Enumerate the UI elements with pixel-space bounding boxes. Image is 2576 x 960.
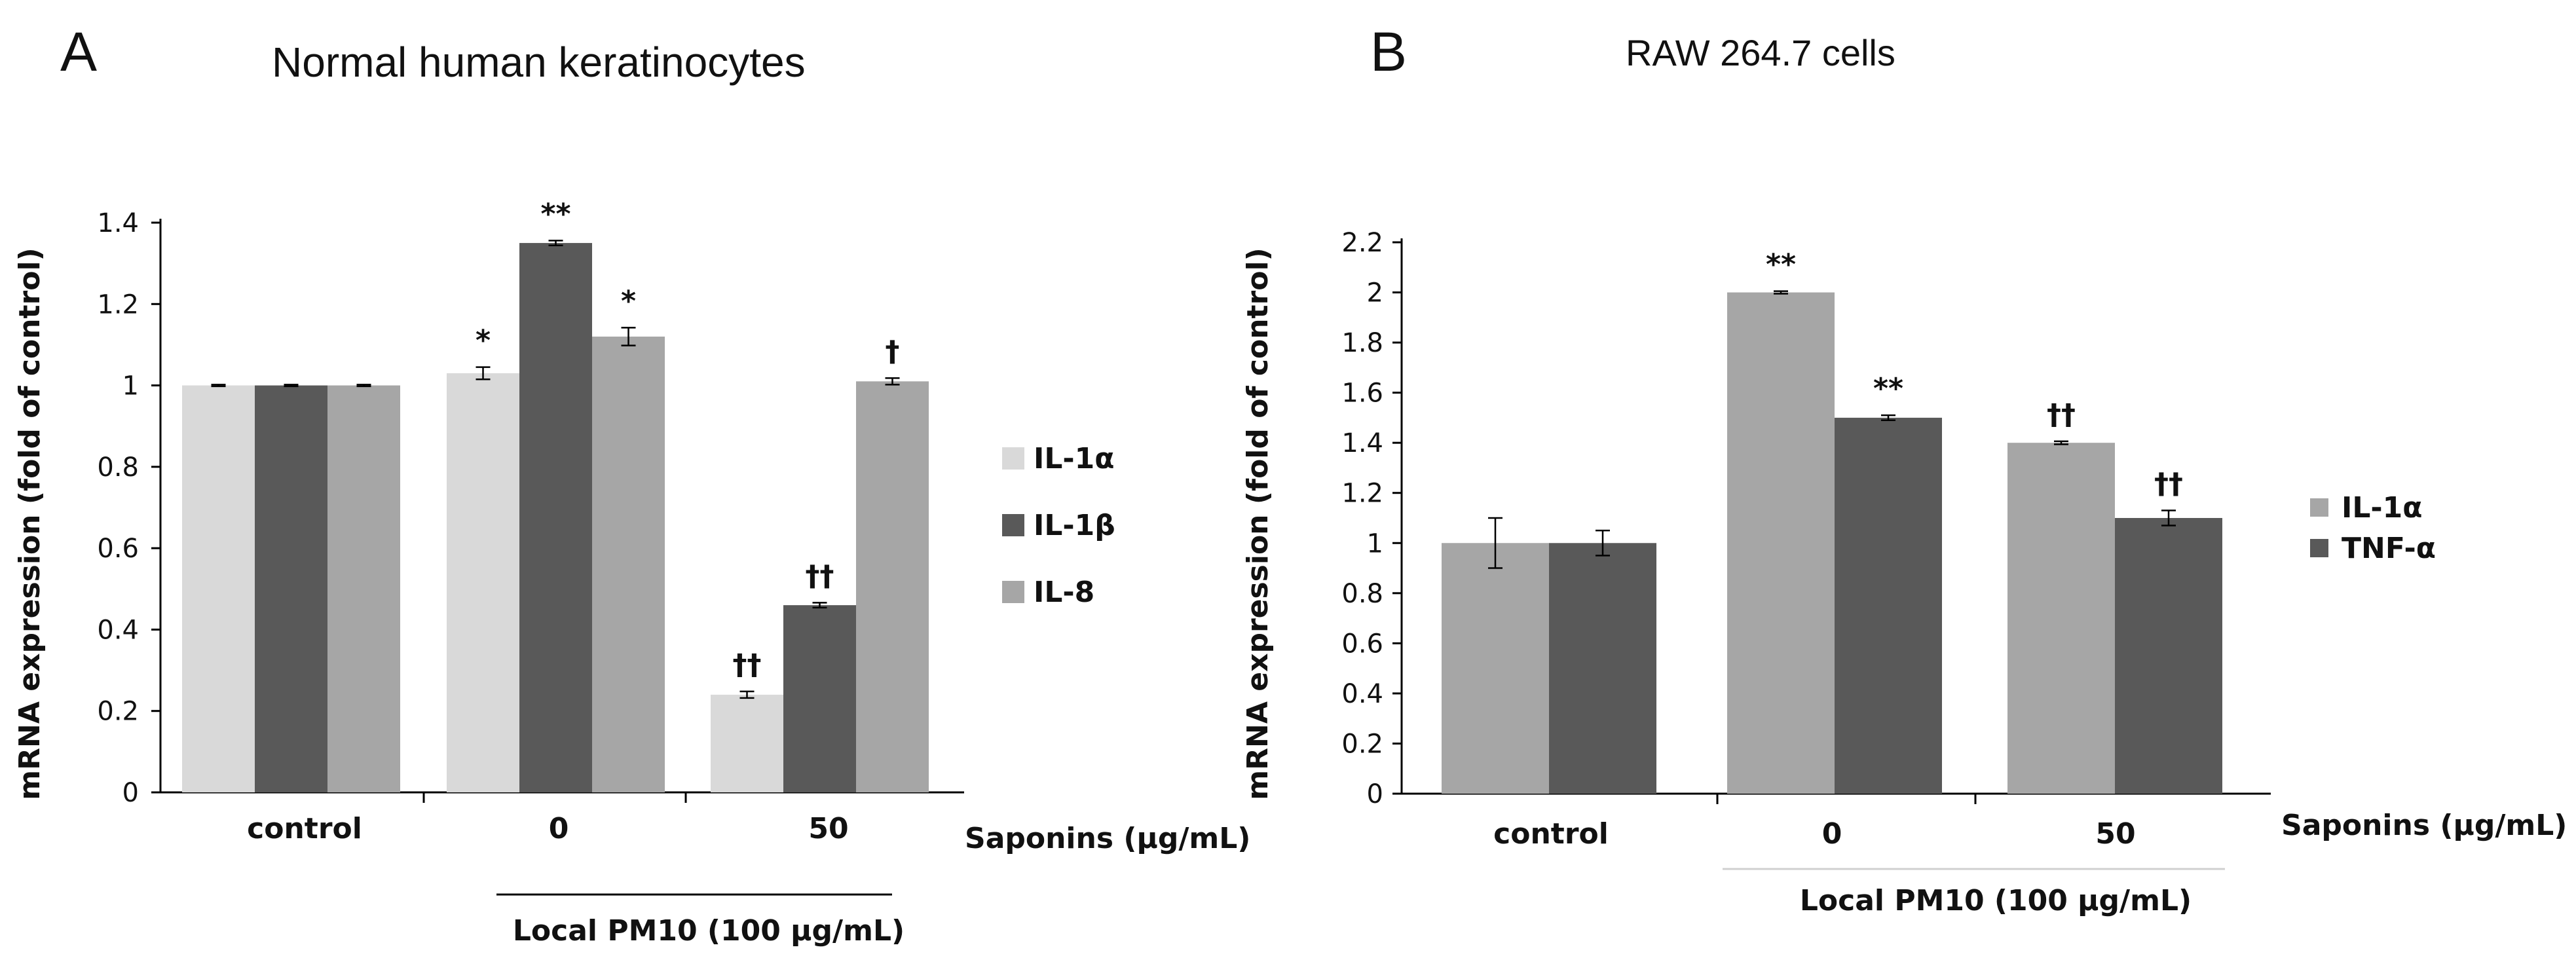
panel-b-bars: ** †† ** †† [1442, 248, 2222, 794]
panel-b-bar [1727, 292, 1835, 794]
panel-a-y-tick-label: 0 [122, 778, 139, 808]
panel-b-y-tick-label: 0.2 [1341, 729, 1383, 759]
panel-b-bar [2007, 443, 2115, 794]
panel-b-significance-label: †† [2154, 468, 2183, 501]
panel-a-y-tick-label: 1.2 [97, 289, 139, 320]
panel-b-title: RAW 264.7 cells [1626, 32, 1895, 73]
panel-b-x-categories: control 0 50 [1493, 817, 2135, 851]
panel-a-bar [783, 605, 856, 792]
panel-b-legend-label: TNF-α [2342, 532, 2436, 565]
panel-b-legend: IL-1α TNF-α [2310, 491, 2436, 565]
panel-a-y-tick-label: 1.4 [97, 208, 139, 238]
panel-b-y-tick-label: 1.8 [1341, 328, 1383, 358]
panel-b-y-tick-label: 0.6 [1341, 629, 1383, 659]
panel-a-legend-label: IL-1β [1034, 509, 1115, 542]
panel-b-legend-swatch [2310, 539, 2328, 557]
panel-b-x-axis-label: Saponins (μg/mL) [2281, 809, 2567, 842]
panel-a-x-category-label: control [247, 812, 362, 845]
panel-a-y-ticks: 0 0.2 0.4 0.6 0.8 1 1.2 1.4 [97, 208, 160, 808]
panel-b-y-tick-label: 1.6 [1341, 378, 1383, 409]
panel-a-bar [182, 385, 255, 792]
panel-b-significance-label: †† [2047, 398, 2076, 432]
panel-a-bar [327, 385, 400, 792]
panel-a-significance-label: †† [733, 648, 762, 682]
panel-a-legend-label: IL-8 [1034, 576, 1094, 609]
panel-a-significance-label: * [476, 324, 491, 358]
panel-b-bar [1442, 543, 1549, 794]
panel-b-group-label: Local PM10 (100 μg/mL) [1800, 884, 2192, 917]
panel-a-legend: IL-1α IL-1β IL-8 [1002, 442, 1115, 609]
panel-a-y-tick-label: 0.2 [97, 697, 139, 727]
panel-a-significance-label: * [621, 284, 636, 318]
panel-a-legend-swatch [1002, 581, 1024, 603]
panel-a-bar [856, 381, 929, 792]
panel-b-y-tick-label: 0.4 [1341, 679, 1383, 709]
panel-b-x-category-label: control [1493, 817, 1609, 851]
panel-a-legend-swatch [1002, 514, 1024, 536]
panel-a-significance-label: †† [806, 559, 834, 593]
panel-b-legend-label: IL-1α [2342, 491, 2423, 525]
panel-b-y-tick-label: 1.4 [1341, 428, 1383, 458]
panel-b-letter: B [1370, 21, 1407, 83]
panel-a-title: Normal human keratinocytes [272, 39, 806, 86]
panel-b: B RAW 264.7 cells mRNA expression (fold … [1241, 21, 2567, 917]
panel-a-letter: A [60, 21, 97, 83]
panel-a-y-tick-label: 0.6 [97, 534, 139, 564]
panel-a-x-category-label: 0 [549, 812, 569, 845]
panel-b-bar [1835, 417, 1942, 794]
panel-b-y-tick-label: 0.8 [1341, 579, 1383, 609]
panel-b-bar [1549, 543, 1656, 794]
panel-a-significance-label: † [886, 335, 900, 368]
panel-a-bar [255, 385, 327, 792]
panel-a-bar [592, 337, 665, 792]
panel-a-y-tick-label: 0.8 [97, 452, 139, 483]
panel-b-x-category-label: 0 [1822, 817, 1842, 851]
panel-a-legend-swatch [1002, 447, 1024, 470]
panel-b-y-tick-label: 2 [1367, 278, 1383, 308]
panel-a-bar [519, 243, 592, 793]
panel-a-x-category-label: 50 [808, 812, 848, 845]
panel-a-bar [711, 694, 783, 792]
panel-b-y-tick-label: 0 [1367, 779, 1383, 809]
panel-a-significance-label: ** [540, 197, 570, 231]
panel-b-y-ticks: 0 0.2 0.4 0.6 0.8 1 1.2 1.4 1.6 1.8 2 2.2 [1341, 228, 1402, 809]
panel-b-significance-label: ** [1766, 248, 1796, 282]
panel-a-group-label: Local PM10 (100 μg/mL) [513, 914, 905, 948]
panel-b-y-tick-label: 2.2 [1341, 228, 1383, 258]
panel-b-x-category-label: 50 [2095, 817, 2135, 851]
panel-a-bar [447, 373, 519, 792]
panel-b-y-tick-label: 1.2 [1341, 479, 1383, 509]
panel-a-y-tick-label: 1 [122, 371, 139, 401]
panel-a-legend-label: IL-1α [1034, 442, 1115, 475]
panel-a-y-axis-label: mRNA expression (fold of control) [13, 248, 47, 800]
panel-a: A Normal human keratinocytes mRNA expres… [13, 21, 1250, 948]
panel-a-bars: * †† ** †† * † [182, 197, 929, 793]
panel-b-significance-label: ** [1873, 372, 1903, 405]
panel-b-bar [2115, 518, 2222, 794]
panel-b-y-axis-label: mRNA expression (fold of control) [1241, 248, 1275, 800]
panel-b-y-tick-label: 1 [1367, 528, 1383, 559]
panel-a-x-axis-label: Saponins (μg/mL) [965, 822, 1250, 855]
panel-a-y-tick-label: 0.4 [97, 615, 139, 645]
panel-b-legend-swatch [2310, 498, 2328, 517]
panel-a-x-categories: control 0 50 [247, 812, 848, 845]
